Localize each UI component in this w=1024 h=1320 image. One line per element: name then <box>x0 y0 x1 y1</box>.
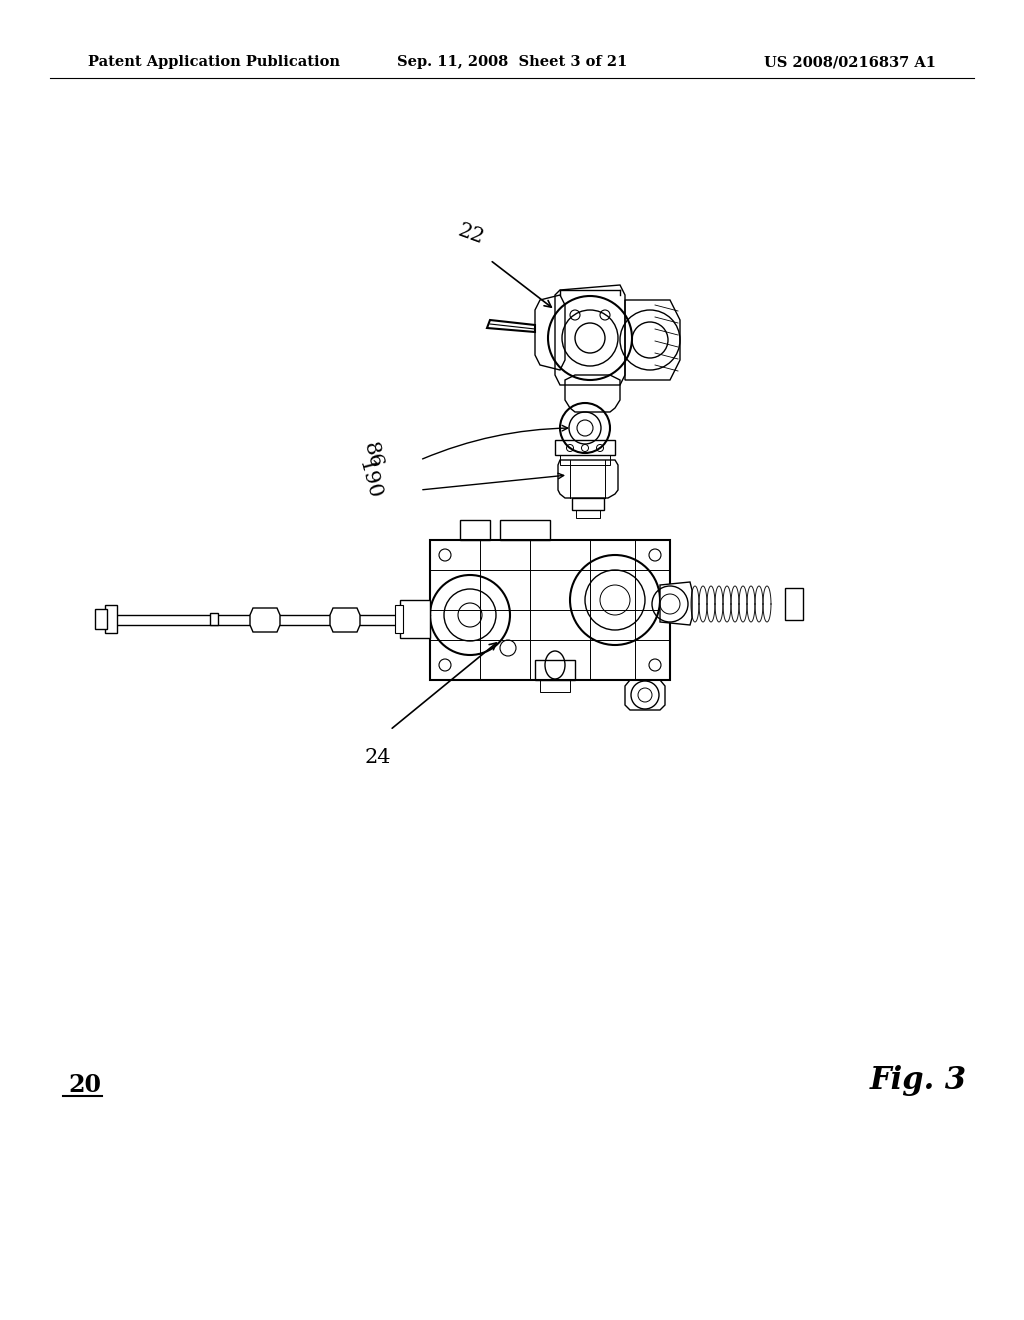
Bar <box>785 587 803 620</box>
Bar <box>572 498 604 510</box>
Bar <box>500 520 550 540</box>
Bar <box>430 540 670 680</box>
Text: Patent Application Publication: Patent Application Publication <box>88 55 340 69</box>
Bar <box>95 609 106 630</box>
Text: 190: 190 <box>355 458 384 502</box>
Text: Sep. 11, 2008  Sheet 3 of 21: Sep. 11, 2008 Sheet 3 of 21 <box>397 55 627 69</box>
Bar <box>560 455 610 465</box>
Text: 20: 20 <box>68 1073 101 1097</box>
Text: US 2008/0216837 A1: US 2008/0216837 A1 <box>764 55 936 69</box>
Text: Fig. 3: Fig. 3 <box>870 1064 967 1096</box>
Bar <box>395 605 403 634</box>
Text: 24: 24 <box>365 748 391 767</box>
Bar <box>105 605 117 634</box>
Bar <box>535 660 575 680</box>
Text: 86: 86 <box>360 440 385 470</box>
Bar <box>540 680 570 692</box>
Bar <box>575 510 600 517</box>
Bar <box>460 520 490 540</box>
Polygon shape <box>250 609 280 632</box>
Bar <box>555 440 615 455</box>
Polygon shape <box>330 609 360 632</box>
Bar <box>210 612 218 624</box>
Polygon shape <box>487 319 535 333</box>
Polygon shape <box>660 582 692 624</box>
Text: 22: 22 <box>455 220 486 248</box>
Bar <box>400 601 430 638</box>
